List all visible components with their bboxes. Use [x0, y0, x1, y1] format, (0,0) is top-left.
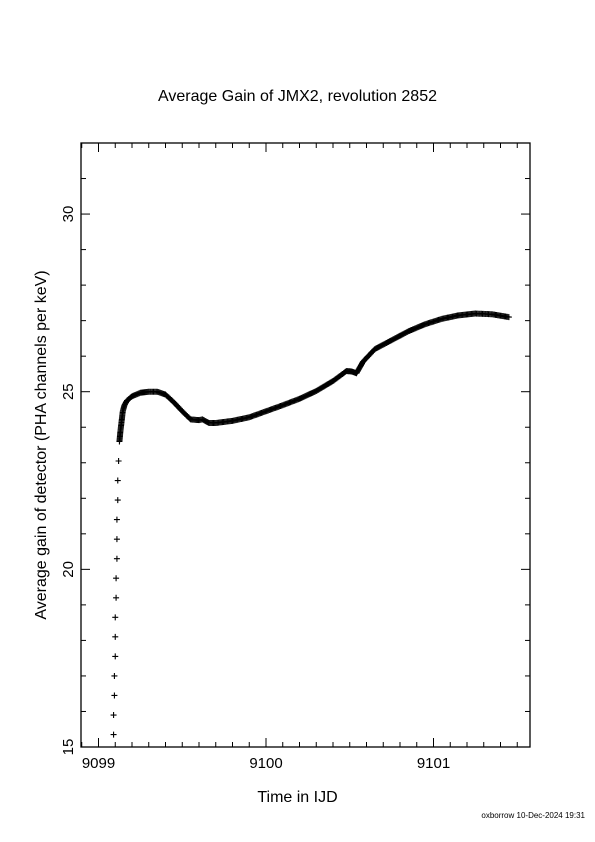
x-tick-label: 9099 — [82, 755, 115, 772]
data-point — [111, 672, 118, 679]
data-point — [110, 731, 117, 738]
x-tick-label: 9100 — [249, 755, 282, 772]
data-point — [113, 536, 120, 543]
data-point — [113, 594, 120, 601]
data-series — [110, 310, 512, 738]
data-point — [505, 314, 512, 321]
y-axis-label: Average gain of detector (PHA channels p… — [33, 270, 50, 620]
data-point — [113, 575, 120, 582]
x-axis-label: Time in IJD — [257, 789, 338, 806]
axis-ticks — [81, 142, 530, 748]
data-point — [114, 497, 121, 504]
data-point — [114, 477, 121, 484]
data-point — [113, 516, 120, 523]
y-tick-label: 15 — [60, 739, 77, 756]
data-point — [113, 555, 120, 562]
data-point — [112, 614, 119, 621]
x-tick-label: 9101 — [417, 755, 450, 772]
data-point — [110, 712, 117, 719]
data-point — [115, 457, 122, 464]
y-tick-label: 25 — [60, 383, 77, 400]
data-point — [112, 653, 119, 660]
y-tick-label: 20 — [60, 561, 77, 578]
data-point — [111, 692, 118, 699]
chart-title: Average Gain of JMX2, revolution 2852 — [158, 88, 437, 105]
data-point — [112, 633, 119, 640]
axis-tick-labels: 15 20 25 30 9099 9100 9101 — [60, 206, 450, 772]
y-tick-label: 30 — [60, 206, 77, 223]
plot-frame — [80, 142, 531, 748]
footer-stamp: oxborrow 10-Dec-2024 19:31 — [481, 811, 585, 820]
